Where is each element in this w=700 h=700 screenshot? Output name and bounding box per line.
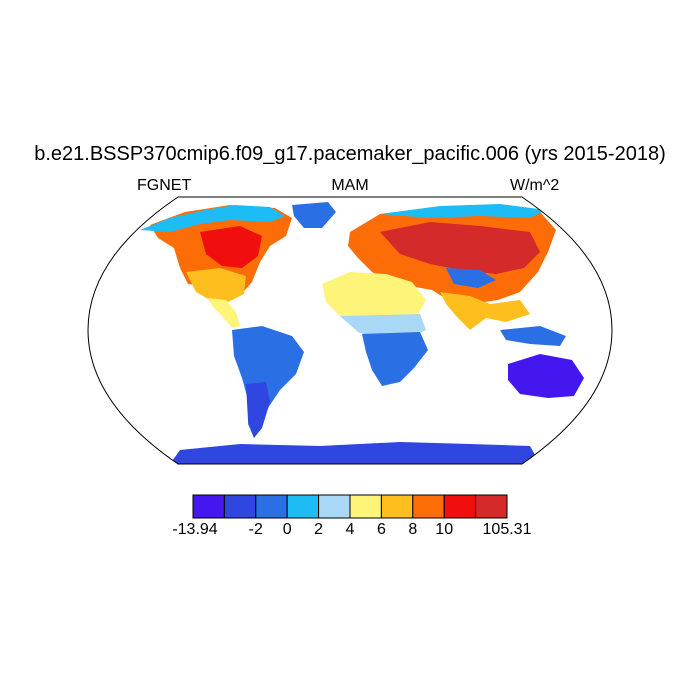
region-central-america (208, 298, 240, 328)
colorbar-swatch-1 (223, 494, 257, 519)
region-siberia-north (380, 204, 546, 218)
colorbar-swatch-3 (286, 494, 320, 519)
colorbar-tick-label: 105.31 (482, 521, 532, 538)
colorbar-tick-label: 4 (345, 521, 355, 538)
colorbar-tick-label: -2 (248, 521, 263, 538)
region-greenland (292, 202, 336, 228)
plot-title: b.e21.BSSP370cmip6.f09_g17.pacemaker_pac… (34, 143, 666, 165)
region-north-africa (322, 272, 426, 320)
region-south-america (232, 326, 304, 438)
region-australia (508, 354, 584, 398)
colorbar-swatch-9 (475, 494, 508, 519)
colorbar-swatch-4 (318, 494, 351, 519)
region-south-america-south (246, 382, 270, 438)
left-subtitle: FGNET (137, 177, 192, 194)
region-north-america-south (186, 268, 246, 302)
center-subtitle: MAM (331, 177, 369, 194)
colorbar-swatch-7 (412, 494, 445, 519)
colorbar (192, 494, 508, 519)
colorbar-tick-label: 0 (282, 521, 292, 538)
map-boundary (87, 196, 613, 465)
colorbar-swatch-6 (380, 494, 414, 519)
colorbar-tick-label: -13.94 (172, 521, 218, 538)
colorbar-tick-label: 10 (435, 521, 454, 538)
region-antarctica (170, 442, 540, 464)
units-label: W/m^2 (510, 177, 560, 194)
region-africa-south (362, 332, 428, 386)
colorbar-swatch-5 (349, 494, 382, 519)
land-field (140, 202, 584, 464)
region-maritime-sea (500, 326, 566, 346)
colorbar-tick-label: 8 (408, 521, 418, 538)
region-tibet (446, 268, 496, 288)
colorbar-swatch-2 (255, 494, 288, 519)
region-alaska-canada-north (140, 205, 285, 232)
colorbar-swatch-0 (192, 494, 225, 519)
colorbar-tick-label: 6 (376, 521, 386, 538)
region-eurasia-hot (380, 222, 540, 274)
region-india-seasia (440, 292, 530, 330)
colorbar-tick-label: 2 (314, 521, 324, 538)
colorbar-swatch-8 (443, 494, 477, 519)
region-north-america-core (200, 226, 262, 268)
